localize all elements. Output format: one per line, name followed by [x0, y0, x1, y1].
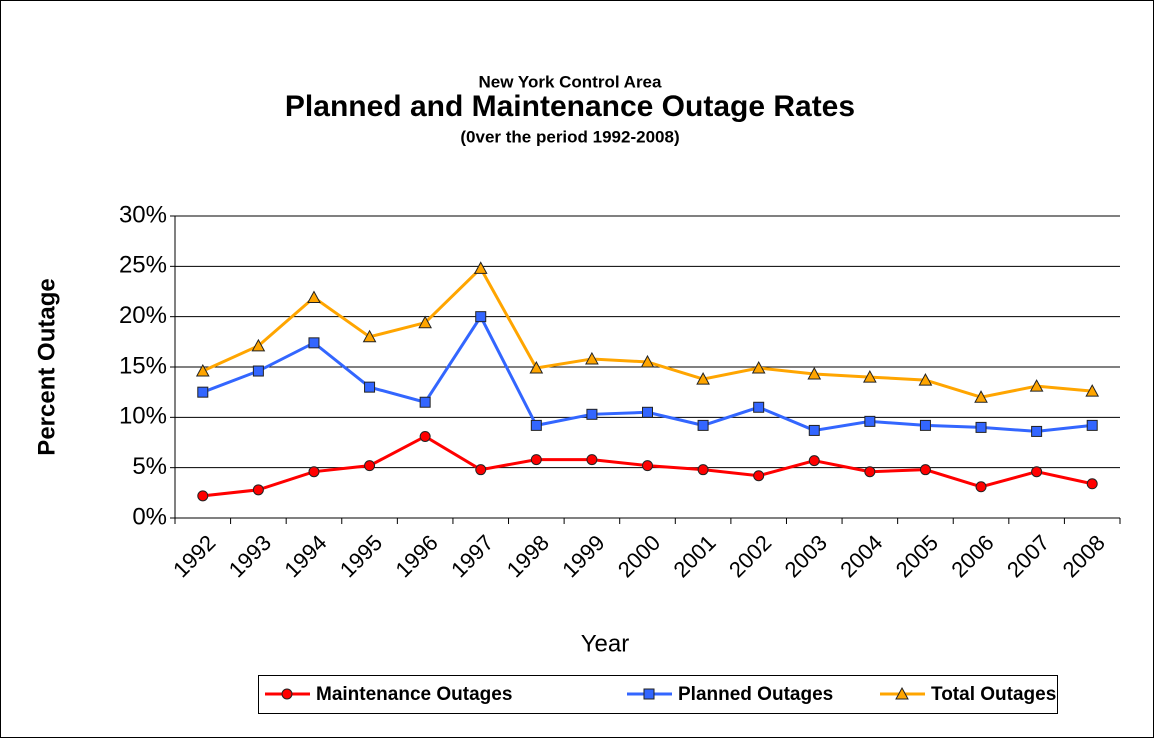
- y-tick-label: 20%: [119, 302, 167, 329]
- marker: [807, 367, 822, 380]
- marker: [643, 688, 655, 700]
- marker: [308, 466, 320, 478]
- marker: [364, 460, 376, 472]
- marker: [696, 372, 710, 385]
- marker: [308, 337, 320, 349]
- marker: [364, 381, 376, 393]
- marker: [419, 430, 431, 442]
- marker: [919, 419, 931, 431]
- marker: [252, 365, 264, 377]
- marker: [895, 686, 909, 700]
- marker: [1031, 425, 1043, 437]
- y-tick-label: 0%: [132, 503, 167, 530]
- marker: [197, 490, 209, 502]
- marker: [307, 290, 321, 304]
- marker: [974, 390, 988, 403]
- marker: [251, 338, 266, 352]
- marker: [475, 311, 487, 323]
- marker: [362, 329, 377, 343]
- marker: [586, 454, 598, 466]
- marker: [864, 466, 876, 478]
- marker: [863, 370, 877, 383]
- y-tick-label: 30%: [119, 201, 167, 228]
- marker: [475, 464, 487, 476]
- marker: [808, 455, 820, 467]
- marker: [1085, 384, 1100, 397]
- marker: [473, 261, 488, 274]
- marker: [697, 464, 709, 476]
- marker: [919, 464, 931, 476]
- marker: [529, 360, 544, 374]
- marker: [642, 406, 653, 418]
- marker: [585, 351, 599, 365]
- marker: [1031, 466, 1043, 478]
- marker: [1086, 419, 1098, 431]
- y-axis-label: Percent Outage: [33, 278, 60, 455]
- marker: [642, 460, 653, 472]
- y-tick-label: 10%: [119, 403, 167, 430]
- x-axis-label: Year: [581, 630, 630, 657]
- marker: [1029, 379, 1044, 392]
- marker: [697, 419, 709, 431]
- marker: [195, 363, 210, 377]
- marker: [975, 481, 987, 493]
- marker: [864, 415, 876, 427]
- marker: [918, 373, 933, 386]
- marker: [975, 421, 987, 433]
- marker: [640, 354, 655, 368]
- marker: [252, 484, 264, 496]
- marker: [808, 424, 820, 436]
- marker: [753, 401, 765, 413]
- chart-title: Planned and Maintenance Outage Rates: [285, 90, 855, 123]
- legend-label: Total Outages: [931, 684, 1056, 705]
- marker: [586, 408, 598, 420]
- marker: [197, 386, 209, 398]
- legend-label: Planned Outages: [678, 684, 833, 705]
- y-tick-label: 5%: [132, 453, 167, 480]
- chart-subtitle: (0ver the period 1992-2008): [460, 127, 679, 146]
- marker: [753, 470, 765, 482]
- marker: [281, 688, 293, 700]
- chart-supertitle: New York Control Area: [479, 72, 662, 91]
- marker: [419, 396, 431, 408]
- y-tick-label: 15%: [119, 352, 167, 379]
- marker: [1086, 478, 1098, 490]
- marker: [418, 315, 432, 329]
- legend-label: Maintenance Outages: [316, 684, 512, 705]
- marker: [530, 454, 542, 466]
- y-tick-label: 25%: [119, 252, 167, 279]
- marker: [751, 360, 766, 374]
- marker: [530, 419, 542, 431]
